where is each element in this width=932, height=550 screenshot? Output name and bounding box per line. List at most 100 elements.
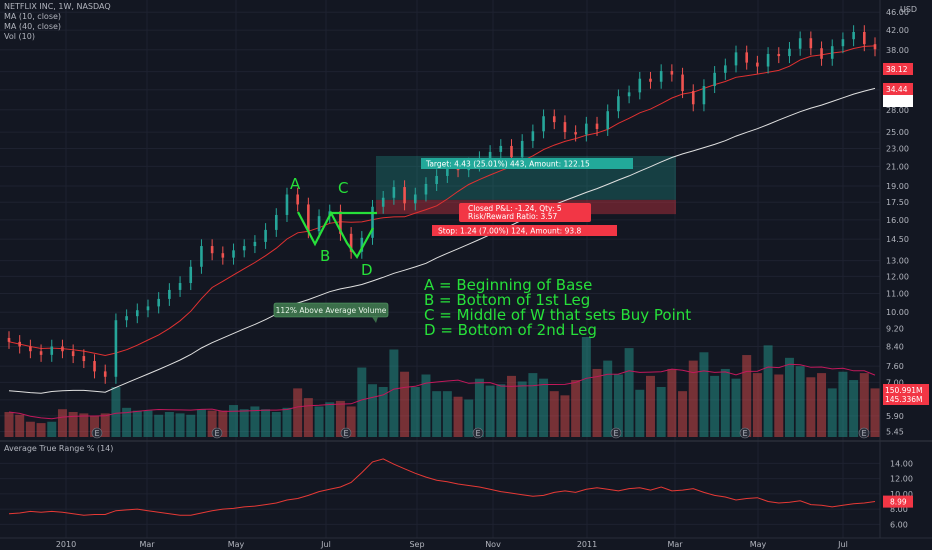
volume-bar [357,367,367,437]
candle-body [841,39,845,47]
atr-legend[interactable]: Average True Range % (14) [4,444,113,454]
volume-bar [667,368,677,437]
earnings-marker: E [610,427,622,439]
candle [125,309,128,328]
candle-body [435,175,438,184]
candle-body [627,92,631,97]
candle-body [638,78,642,93]
candle [606,104,610,136]
volume-bar [261,409,271,437]
volume-callout[interactable]: 112% Above Average Volume [273,302,389,323]
candle-body [403,187,406,204]
volume-bar [335,400,345,437]
candle [253,235,257,254]
grid-lines [0,0,880,538]
candle-body [146,306,150,311]
pnl-label[interactable]: Closed P&L: -1.24, Qty: 5 Risk/Reward Ra… [459,203,591,222]
candle-body [574,132,577,135]
candle [50,339,54,362]
y-tick-label: 9.20 [886,325,904,334]
candle-body [745,52,749,63]
y-tick-label: 11.00 [886,289,909,298]
candle-body [510,145,513,158]
candle-body [339,211,342,234]
candle-body [756,62,759,67]
candle [552,109,556,130]
legend[interactable]: NETFLIX INC, 1W, NASDAQ MA (10, close) M… [4,2,111,42]
candle [542,109,545,139]
earnings-marker-circle [91,427,103,439]
atr-line [8,458,876,516]
volume-bar [164,412,174,437]
volume-bar [346,406,356,437]
y-tick-label: 17.50 [886,198,909,207]
candle [93,354,96,379]
volume-bar [111,387,121,437]
legend-vol[interactable]: Vol (10) [4,32,35,41]
x-tick-label: Jul [320,540,331,549]
candle-body [200,246,203,267]
price-tag-ma10: 34.44 [883,83,913,95]
candle-body [820,48,823,59]
candle-body [125,316,128,321]
candle-body [296,194,299,205]
candle-body [242,246,246,251]
earnings-marker-label: E [94,429,99,438]
volume-bar [68,412,78,437]
volume-bar [624,348,634,437]
candle [745,45,749,70]
volume-bar [453,396,463,437]
legend-ma40[interactable]: MA (40, close) [4,22,62,31]
candle-body [734,52,738,66]
candle [702,79,706,112]
earnings-marker-circle [472,427,484,439]
label-a: A [290,175,301,193]
volume-bar [859,373,869,437]
atr-tick-label: 8.00 [890,505,908,514]
volume-bar [282,407,292,437]
volume-bar [79,413,89,437]
candle-body [317,216,321,232]
symbol-title[interactable]: NETFLIX INC, 1W, NASDAQ [4,2,111,11]
target-label[interactable]: Target: 4.43 (25.01%) 443, Amount: 122.1… [421,158,633,169]
earnings-marker-circle [211,427,223,439]
candle-body [724,65,727,73]
candle-body [563,122,567,133]
volume-bar [485,385,495,437]
y-tick-label: 25.00 [886,128,909,137]
volume-bar [613,374,623,437]
moving-average-lines [8,45,876,394]
candle-body [371,206,374,238]
volume-bar [218,410,228,437]
volume-bar [90,416,100,437]
candle-body [552,116,556,123]
earnings-marker-label: E [742,429,747,438]
volume-bar [603,360,613,437]
volume-bar [325,402,335,437]
candle-body [29,346,32,352]
volume-tag-2-text: 145.336M [885,395,923,404]
legend-atr[interactable]: Average True Range % (14) [4,444,114,453]
candle [103,364,107,384]
volume-bar [849,380,859,437]
candle-body [381,197,385,207]
candle [863,25,866,52]
volume-bar [539,378,549,437]
volume-bar [143,410,153,437]
volume-bar [175,413,185,437]
candle [200,239,203,274]
candle-body [39,351,43,355]
legend-ma10[interactable]: MA (10, close) [4,12,62,21]
candle-body [670,71,674,75]
stop-label[interactable]: Stop: 1.24 (7.00%) 124, Amount: 93.8 [432,225,617,236]
candle [531,124,535,148]
x-tick-label: Mar [139,540,155,549]
x-tick-label: 2010 [56,540,76,549]
w-pattern-drawing[interactable] [297,210,377,260]
x-tick-label: 2011 [577,540,597,549]
volume-bar [378,387,388,437]
candle [403,180,406,211]
candle-body [189,266,193,284]
